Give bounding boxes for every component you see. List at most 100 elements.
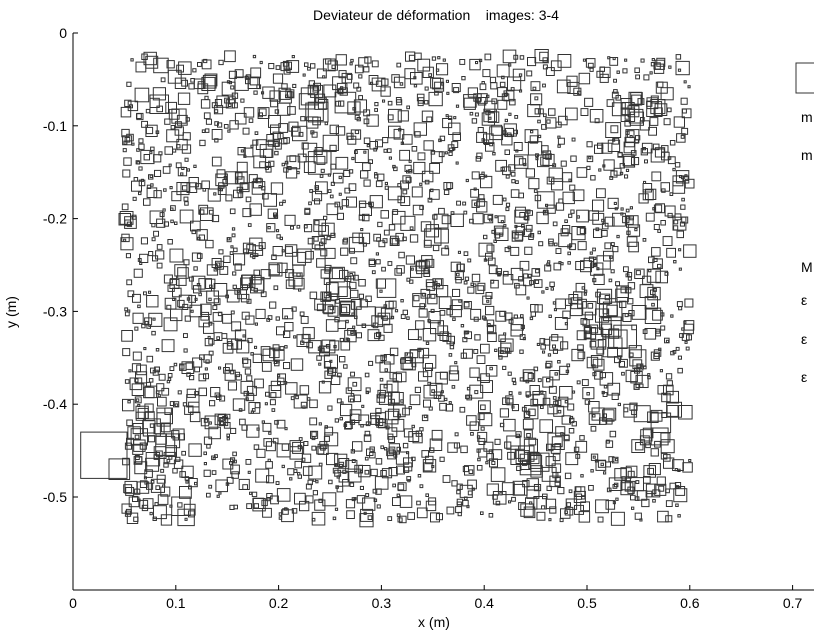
strain-marker — [220, 417, 224, 422]
strain-marker — [307, 151, 332, 175]
strain-marker — [470, 188, 480, 198]
strain-marker — [209, 284, 213, 289]
strain-marker — [188, 276, 194, 282]
strain-marker — [224, 369, 236, 381]
strain-marker — [606, 99, 615, 107]
strain-marker — [346, 74, 353, 80]
strain-marker — [280, 62, 290, 72]
strain-marker — [309, 189, 314, 193]
strain-marker — [418, 371, 429, 382]
strain-marker — [231, 471, 239, 479]
strain-marker — [497, 87, 508, 98]
strain-marker — [193, 164, 197, 168]
strain-marker — [230, 427, 237, 434]
strain-marker — [441, 215, 451, 225]
strain-marker — [647, 286, 661, 301]
strain-marker — [350, 330, 354, 335]
strain-marker — [529, 233, 535, 238]
strain-marker — [653, 62, 661, 70]
strain-marker — [213, 283, 228, 297]
strain-marker — [347, 328, 355, 336]
strain-marker — [247, 470, 251, 474]
strain-marker — [423, 462, 433, 472]
strain-marker — [536, 511, 546, 521]
strain-marker — [454, 432, 459, 437]
strain-marker — [487, 257, 496, 266]
strain-marker — [653, 349, 662, 357]
strain-marker — [285, 246, 293, 254]
strain-marker — [225, 194, 233, 202]
strain-marker — [677, 514, 681, 518]
strain-marker — [392, 497, 401, 507]
strain-marker — [345, 459, 358, 473]
strain-marker — [184, 517, 188, 521]
strain-marker — [252, 139, 259, 146]
strain-marker — [397, 483, 405, 491]
strain-marker — [320, 291, 331, 302]
strain-marker — [194, 481, 198, 486]
strain-marker — [242, 357, 249, 364]
strain-marker — [634, 67, 640, 73]
strain-marker — [519, 55, 525, 60]
strain-marker — [278, 87, 291, 100]
strain-marker — [549, 506, 557, 514]
strain-marker — [352, 381, 358, 387]
strain-marker — [646, 268, 661, 283]
strain-marker — [282, 199, 286, 204]
strain-marker — [660, 325, 666, 331]
strain-marker — [601, 218, 605, 223]
strain-marker — [640, 429, 653, 442]
strain-marker — [485, 305, 495, 316]
strain-marker — [589, 324, 599, 334]
strain-marker — [599, 317, 612, 330]
strain-marker — [676, 133, 686, 143]
strain-marker — [503, 332, 507, 336]
strain-marker — [127, 400, 131, 404]
strain-marker — [199, 354, 205, 361]
strain-marker — [288, 272, 303, 287]
strain-marker — [523, 277, 532, 287]
strain-marker — [501, 75, 505, 80]
strain-marker — [377, 389, 386, 399]
strain-marker — [291, 508, 298, 514]
strain-marker — [181, 361, 195, 374]
strain-marker — [465, 178, 469, 183]
strain-marker — [363, 137, 371, 144]
strain-marker — [189, 375, 195, 381]
strain-marker — [593, 273, 605, 285]
strain-marker — [276, 234, 281, 239]
strain-marker — [580, 260, 592, 273]
strain-marker — [611, 456, 619, 464]
strain-marker — [326, 236, 331, 241]
strain-marker — [448, 370, 460, 381]
strain-marker — [641, 498, 650, 508]
strain-marker — [480, 511, 484, 515]
strain-marker — [672, 167, 676, 172]
strain-marker — [679, 333, 684, 338]
strain-marker — [233, 253, 246, 266]
strain-marker — [365, 295, 372, 303]
strain-marker — [492, 194, 503, 205]
strain-marker — [664, 271, 669, 276]
strain-marker — [534, 304, 543, 313]
strain-marker — [236, 340, 250, 354]
strain-marker — [163, 317, 178, 332]
strain-marker — [643, 74, 650, 81]
strain-marker — [363, 179, 371, 187]
strain-marker — [80, 431, 128, 479]
strain-marker — [205, 359, 210, 364]
strain-marker — [301, 142, 309, 150]
strain-marker — [666, 107, 672, 113]
strain-marker — [292, 125, 308, 142]
strain-marker — [542, 210, 546, 214]
strain-marker — [438, 151, 445, 158]
strain-marker — [527, 273, 532, 278]
strain-marker — [518, 502, 526, 511]
strain-marker — [215, 479, 228, 493]
strain-marker — [633, 383, 640, 390]
strain-marker — [526, 209, 531, 214]
strain-marker — [432, 214, 438, 220]
strain-marker — [578, 511, 591, 523]
strain-marker — [246, 298, 252, 304]
strain-marker — [320, 238, 327, 245]
